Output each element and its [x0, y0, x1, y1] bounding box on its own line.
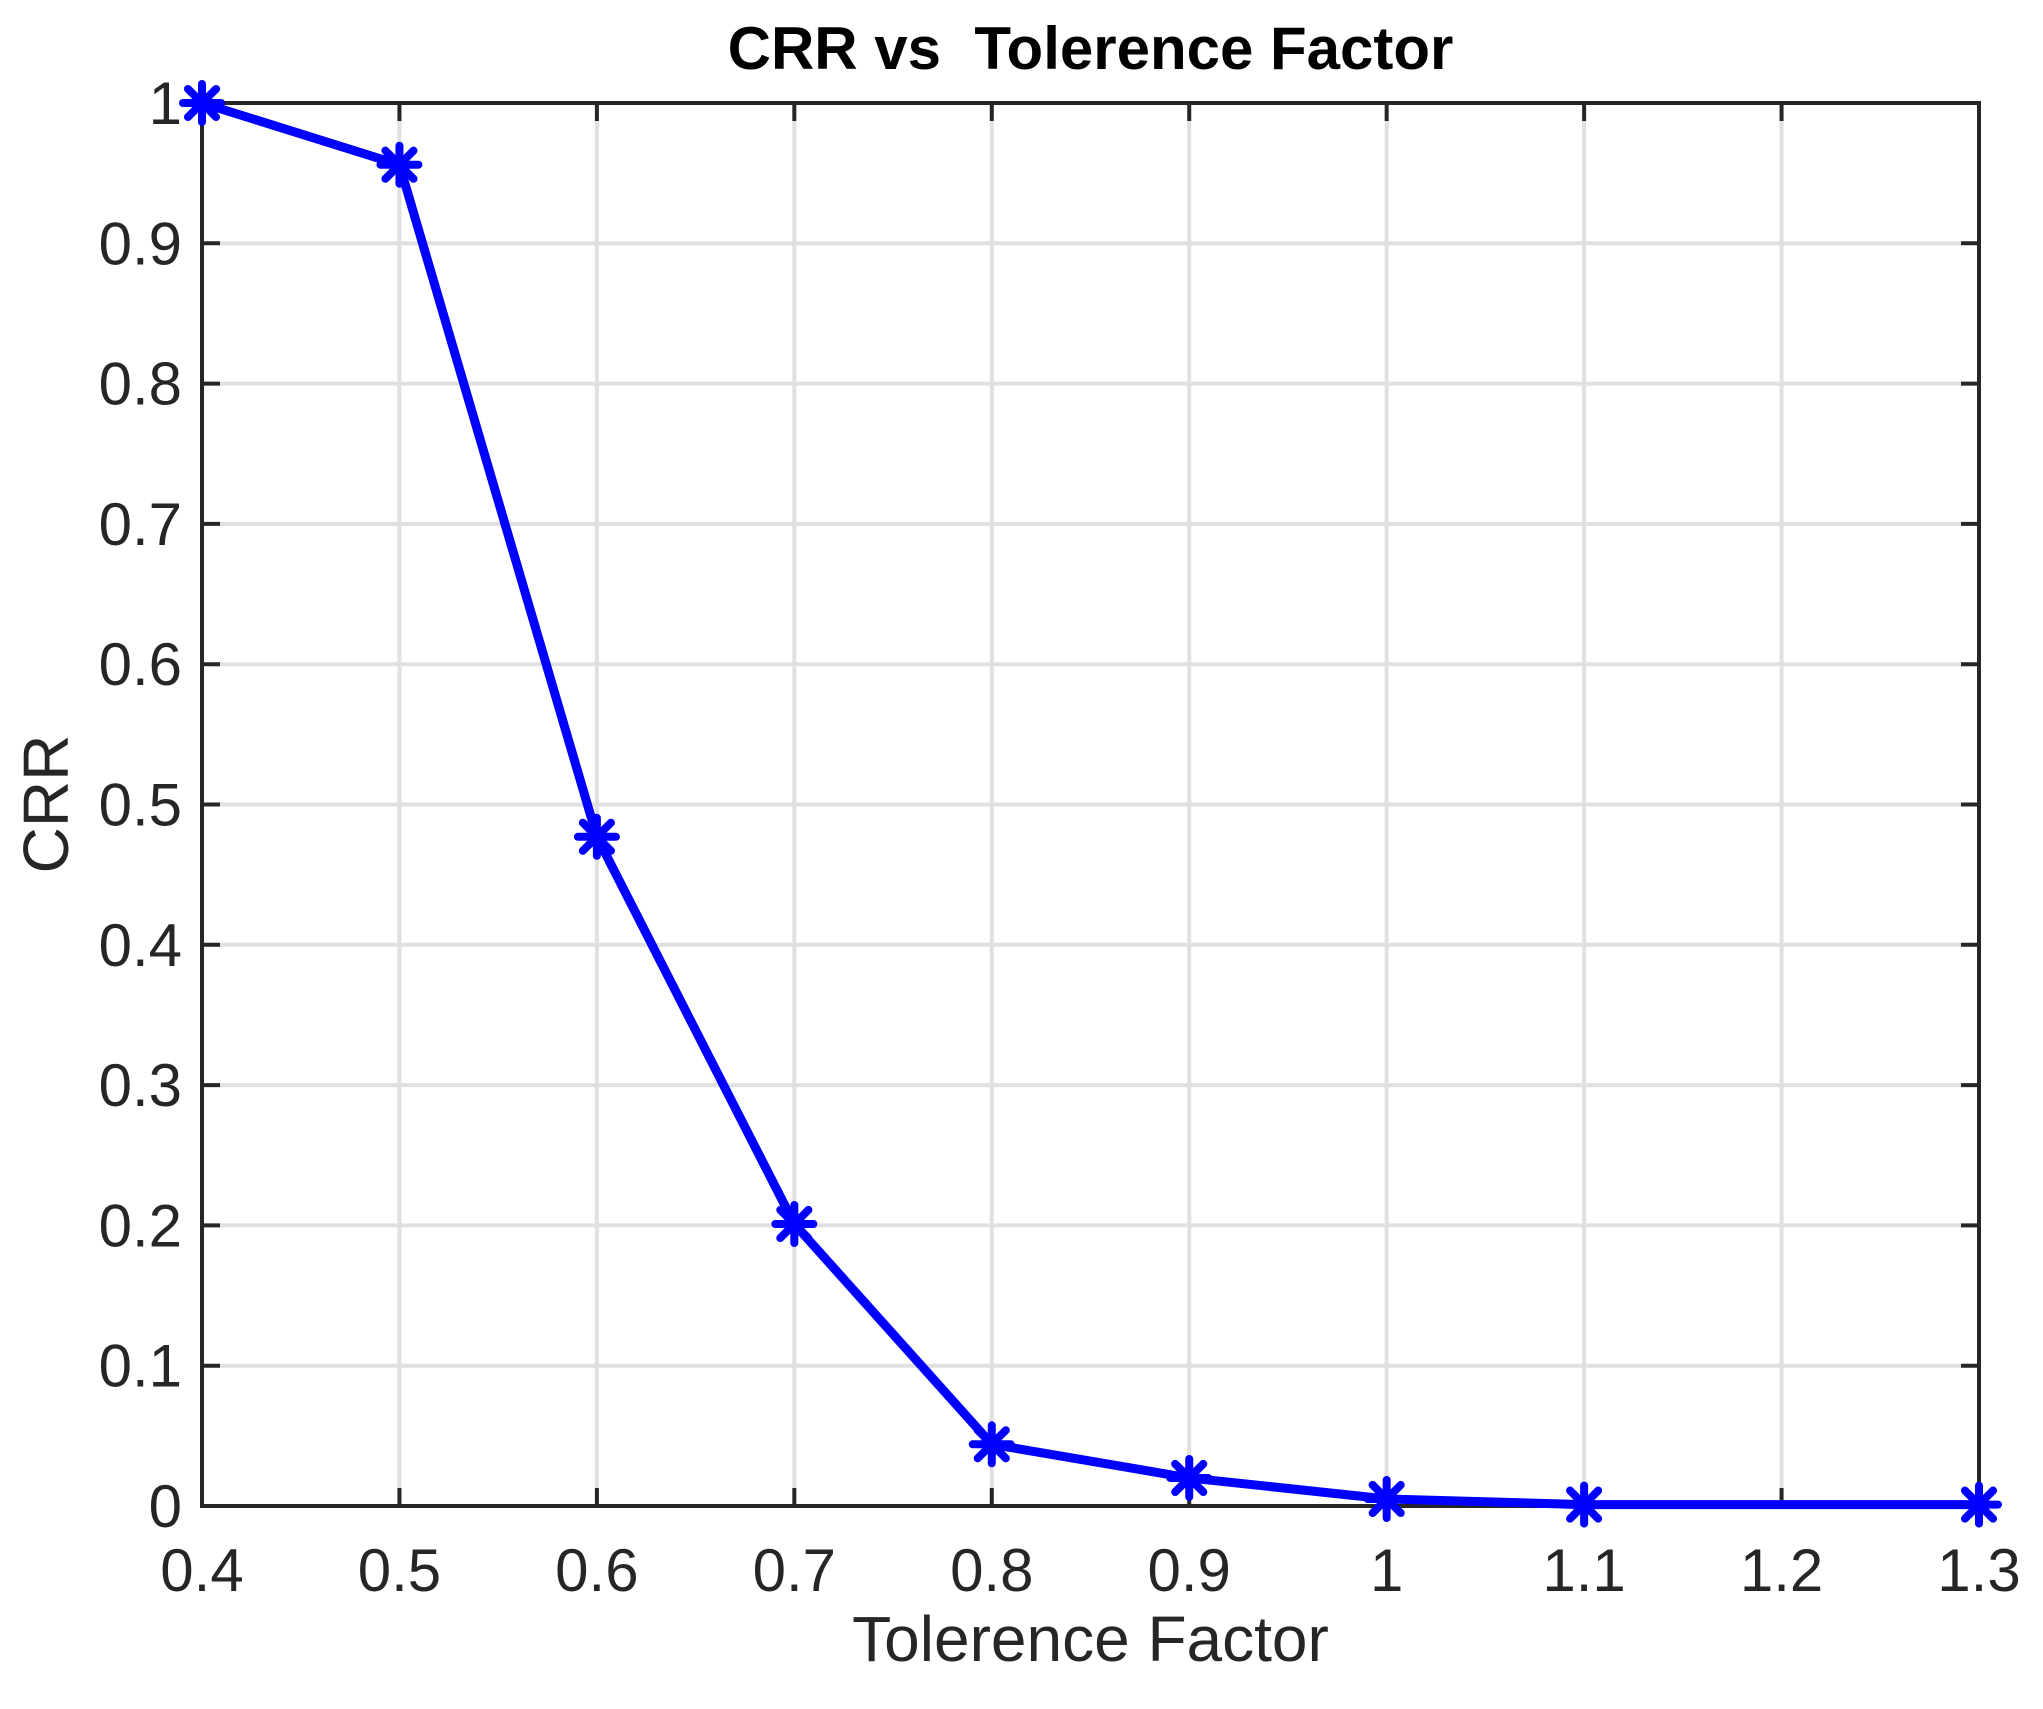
x-tick-label: 0.5 [358, 1537, 441, 1604]
y-tick-label: 0.4 [99, 912, 182, 979]
y-tick-label: 0.3 [99, 1052, 182, 1119]
marker-spoke [1171, 1459, 1208, 1496]
x-tick-label: 0.8 [950, 1537, 1033, 1604]
y-tick-label: 0.1 [99, 1333, 182, 1400]
x-tick-label: 0.9 [1148, 1537, 1231, 1604]
x-tick-label: 1.3 [1937, 1537, 2020, 1604]
marker-spoke [381, 146, 418, 183]
data-point-marker [573, 813, 620, 860]
y-axis-label: CRR [10, 734, 82, 874]
x-tick-label: 0.4 [160, 1537, 243, 1604]
x-tick-label: 0.7 [753, 1537, 836, 1604]
marker-spoke [183, 84, 221, 122]
x-tick-label: 1 [1370, 1537, 1403, 1604]
marker-spoke [1368, 1480, 1405, 1518]
data-point-marker [771, 1200, 818, 1247]
data-point-marker [1561, 1481, 1608, 1528]
data-point-marker [1956, 1481, 2002, 1528]
x-tick-label: 1.2 [1740, 1537, 1823, 1604]
marker-spoke [973, 1426, 1010, 1463]
y-tick-label: 1 [149, 70, 182, 137]
marker-spoke [1960, 1486, 1998, 1523]
marker-spoke [776, 1205, 813, 1243]
y-tick-label: 0.5 [99, 772, 182, 839]
x-tick-label: 0.6 [555, 1537, 638, 1604]
y-tick-label: 0.6 [99, 631, 182, 698]
x-tick-label: 1.1 [1542, 1537, 1625, 1604]
y-tick-label: 0.8 [99, 351, 182, 418]
y-tick-label: 0 [149, 1473, 182, 1540]
data-point-marker [376, 141, 423, 188]
data-point-marker [179, 80, 225, 126]
chart-title: CRR vs Tolerence Factor [727, 15, 1454, 82]
y-tick-label: 0.2 [99, 1192, 182, 1259]
x-axis-label: Tolerence Factor [852, 1603, 1329, 1675]
y-tick-label: 0.7 [99, 491, 182, 558]
marker-spoke [1566, 1486, 1603, 1523]
data-point-marker [1166, 1454, 1213, 1501]
y-tick-label: 0.9 [99, 210, 182, 277]
data-point-marker [968, 1421, 1015, 1468]
marker-spoke [578, 818, 615, 855]
data-point-marker [1363, 1475, 1410, 1522]
